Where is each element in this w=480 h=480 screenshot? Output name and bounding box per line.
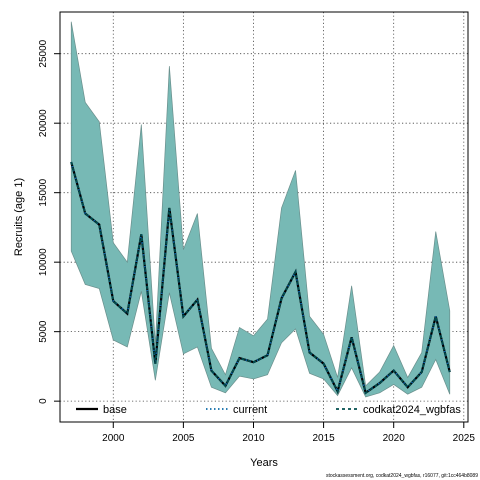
confidence-band-layer (70, 21, 451, 398)
y-tick-label-2: 10000 (38, 248, 49, 276)
legend-label-base: base (103, 404, 127, 416)
x-axis-title: Years (250, 457, 278, 469)
y-axis-title: Recruits (age 1) (13, 178, 25, 256)
y-tick-label-1: 5000 (38, 320, 49, 343)
series-lines-layer (70, 161, 451, 395)
series-line-codkat2024_wgbfas (70, 161, 451, 395)
y-axis: 0 5000 10000 15000 20000 25000 (38, 39, 61, 404)
chart-footnote: stockassessment.org, codkat2024_wgbfas, … (326, 473, 478, 479)
x-tick-label-4: 2020 (383, 433, 406, 444)
legend-label-current: current (233, 404, 267, 416)
x-tick-label-3: 2015 (312, 433, 335, 444)
y-tick-label-3: 15000 (38, 178, 49, 206)
x-tick-label-0: 2000 (102, 433, 125, 444)
x-axis: 2000 2005 2010 2015 2020 2025 (102, 421, 476, 444)
x-tick-label-5: 2025 (453, 433, 476, 444)
y-tick-label-5: 25000 (38, 39, 49, 67)
legend-label-codkat2024_wgbfas: codkat2024_wgbfas (363, 404, 461, 416)
y-tick-label-0: 0 (38, 398, 49, 404)
confidence-band (70, 21, 451, 398)
x-tick-label-1: 2005 (172, 433, 195, 444)
y-tick-label-4: 20000 (38, 109, 49, 137)
x-tick-label-2: 2010 (242, 433, 265, 444)
legend: base current codkat2024_wgbfas (76, 404, 461, 416)
